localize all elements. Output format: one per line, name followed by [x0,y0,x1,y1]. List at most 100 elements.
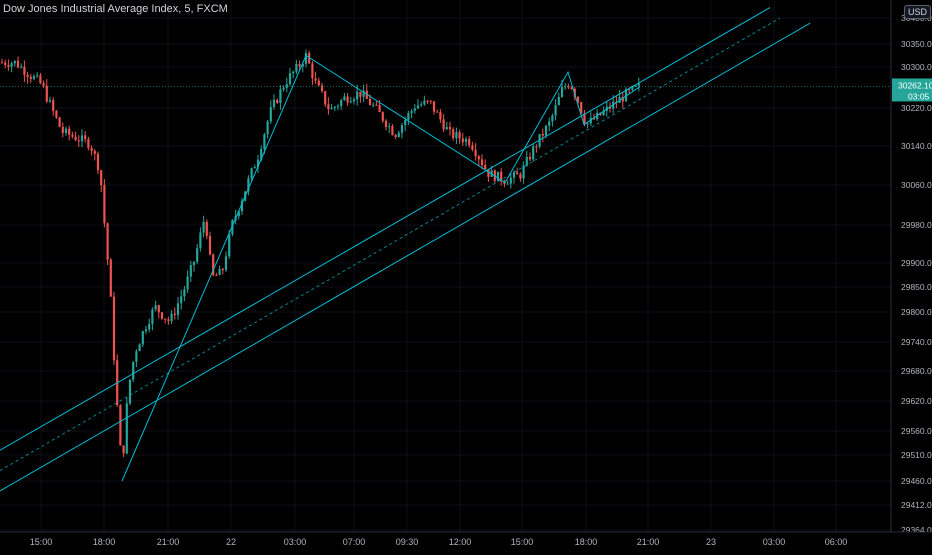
candle-body [480,159,484,166]
x-tick-label: 06:00 [825,537,848,547]
candle-body [205,221,208,237]
candle-body [32,76,36,79]
candle-body [413,108,416,111]
candle-body [448,127,452,130]
currency-badge[interactable]: USD [904,5,932,19]
candle-body [512,172,516,178]
candle-body [468,138,471,146]
candle-body [452,129,455,139]
candle-body [173,313,176,315]
candle-body [279,89,282,104]
candle-body [68,128,71,135]
candle-body [196,248,199,262]
candle-body [548,121,551,126]
candle-body [20,66,23,68]
candle-body [221,268,224,270]
candle-body [372,104,375,106]
candle-body [247,178,250,192]
candle-body [564,86,567,88]
candle-body [0,62,4,64]
candle-body [26,74,29,77]
candle-body [621,97,624,102]
y-tick-label: 29680.00 [901,366,932,376]
y-tick-label: 29460.00 [901,476,932,486]
candle-body [487,168,490,177]
candle-body [298,64,301,67]
x-tick-label: 21:00 [157,537,180,547]
candle-body [148,324,151,330]
candle-body [410,110,413,114]
candle-body [368,98,372,106]
channel-line [0,7,771,451]
candle-body [39,75,42,84]
candle-body [132,361,135,380]
candle-body [343,96,346,101]
channel-line [0,22,811,492]
candle-body [461,138,464,143]
candle-body [154,305,157,310]
candle-body [77,140,80,142]
candle-body [445,127,448,130]
time-axis[interactable] [0,532,932,550]
candle-body [157,305,160,313]
countdown-tag [892,90,932,102]
candle-body [109,259,112,297]
candle-body [45,85,48,102]
y-tick-label: 29620.00 [901,396,932,406]
candle-body [202,221,205,233]
candle-body [327,104,330,110]
candle-body [388,126,391,128]
candle-body [567,86,570,88]
candle-body [554,105,557,116]
candle-body [535,146,538,148]
candle-body [288,73,292,85]
candle-body [160,312,164,319]
candle-body [272,99,276,108]
candle-body [557,96,560,106]
candle-body [544,125,548,136]
candle-body [330,107,333,110]
candle-body [500,171,503,182]
candle-body [346,96,349,103]
candle-body [381,112,384,121]
candle-body [74,136,77,141]
candle-body [602,110,605,115]
candle-body [362,90,365,97]
candle-body [423,100,426,105]
x-tick-label: 03:00 [763,537,786,547]
y-tick-label: 30140.00 [901,141,932,151]
candle-body [212,254,215,275]
candle-body [224,256,228,270]
x-tick-label: 12:00 [449,537,472,547]
candle-body [634,85,637,87]
candle-body [269,107,272,122]
candle-body [151,309,154,325]
candle-body [404,120,407,126]
candle-body [218,268,221,275]
candle-body [58,117,61,127]
candle-body [394,135,397,137]
candle-body [429,100,432,102]
candle-body [506,183,509,185]
y-tick-label: 29900.00 [901,258,932,268]
x-axis: 15:00 18:00 21:00 22 03:00 07:00 09:30 12:00 15:… [30,537,848,547]
candle-body [100,170,103,186]
candle-body [589,117,592,124]
candle-body [29,76,32,79]
candle-body [144,329,148,332]
y-tick-label: 29740.00 [901,337,932,347]
x-tick-label: 09:30 [396,537,419,547]
chart-title: Dow Jones Industrial Average Index, 5, F… [3,3,228,15]
candle-body [320,85,324,92]
last-price-label: 30262.10 [898,80,932,90]
x-tick-label: 18:00 [93,537,116,547]
candle-body [458,132,461,139]
drawings [0,7,811,492]
candle-body [7,64,10,67]
candle-body [266,121,269,135]
candle-body [112,296,116,361]
candle-body [324,91,327,105]
